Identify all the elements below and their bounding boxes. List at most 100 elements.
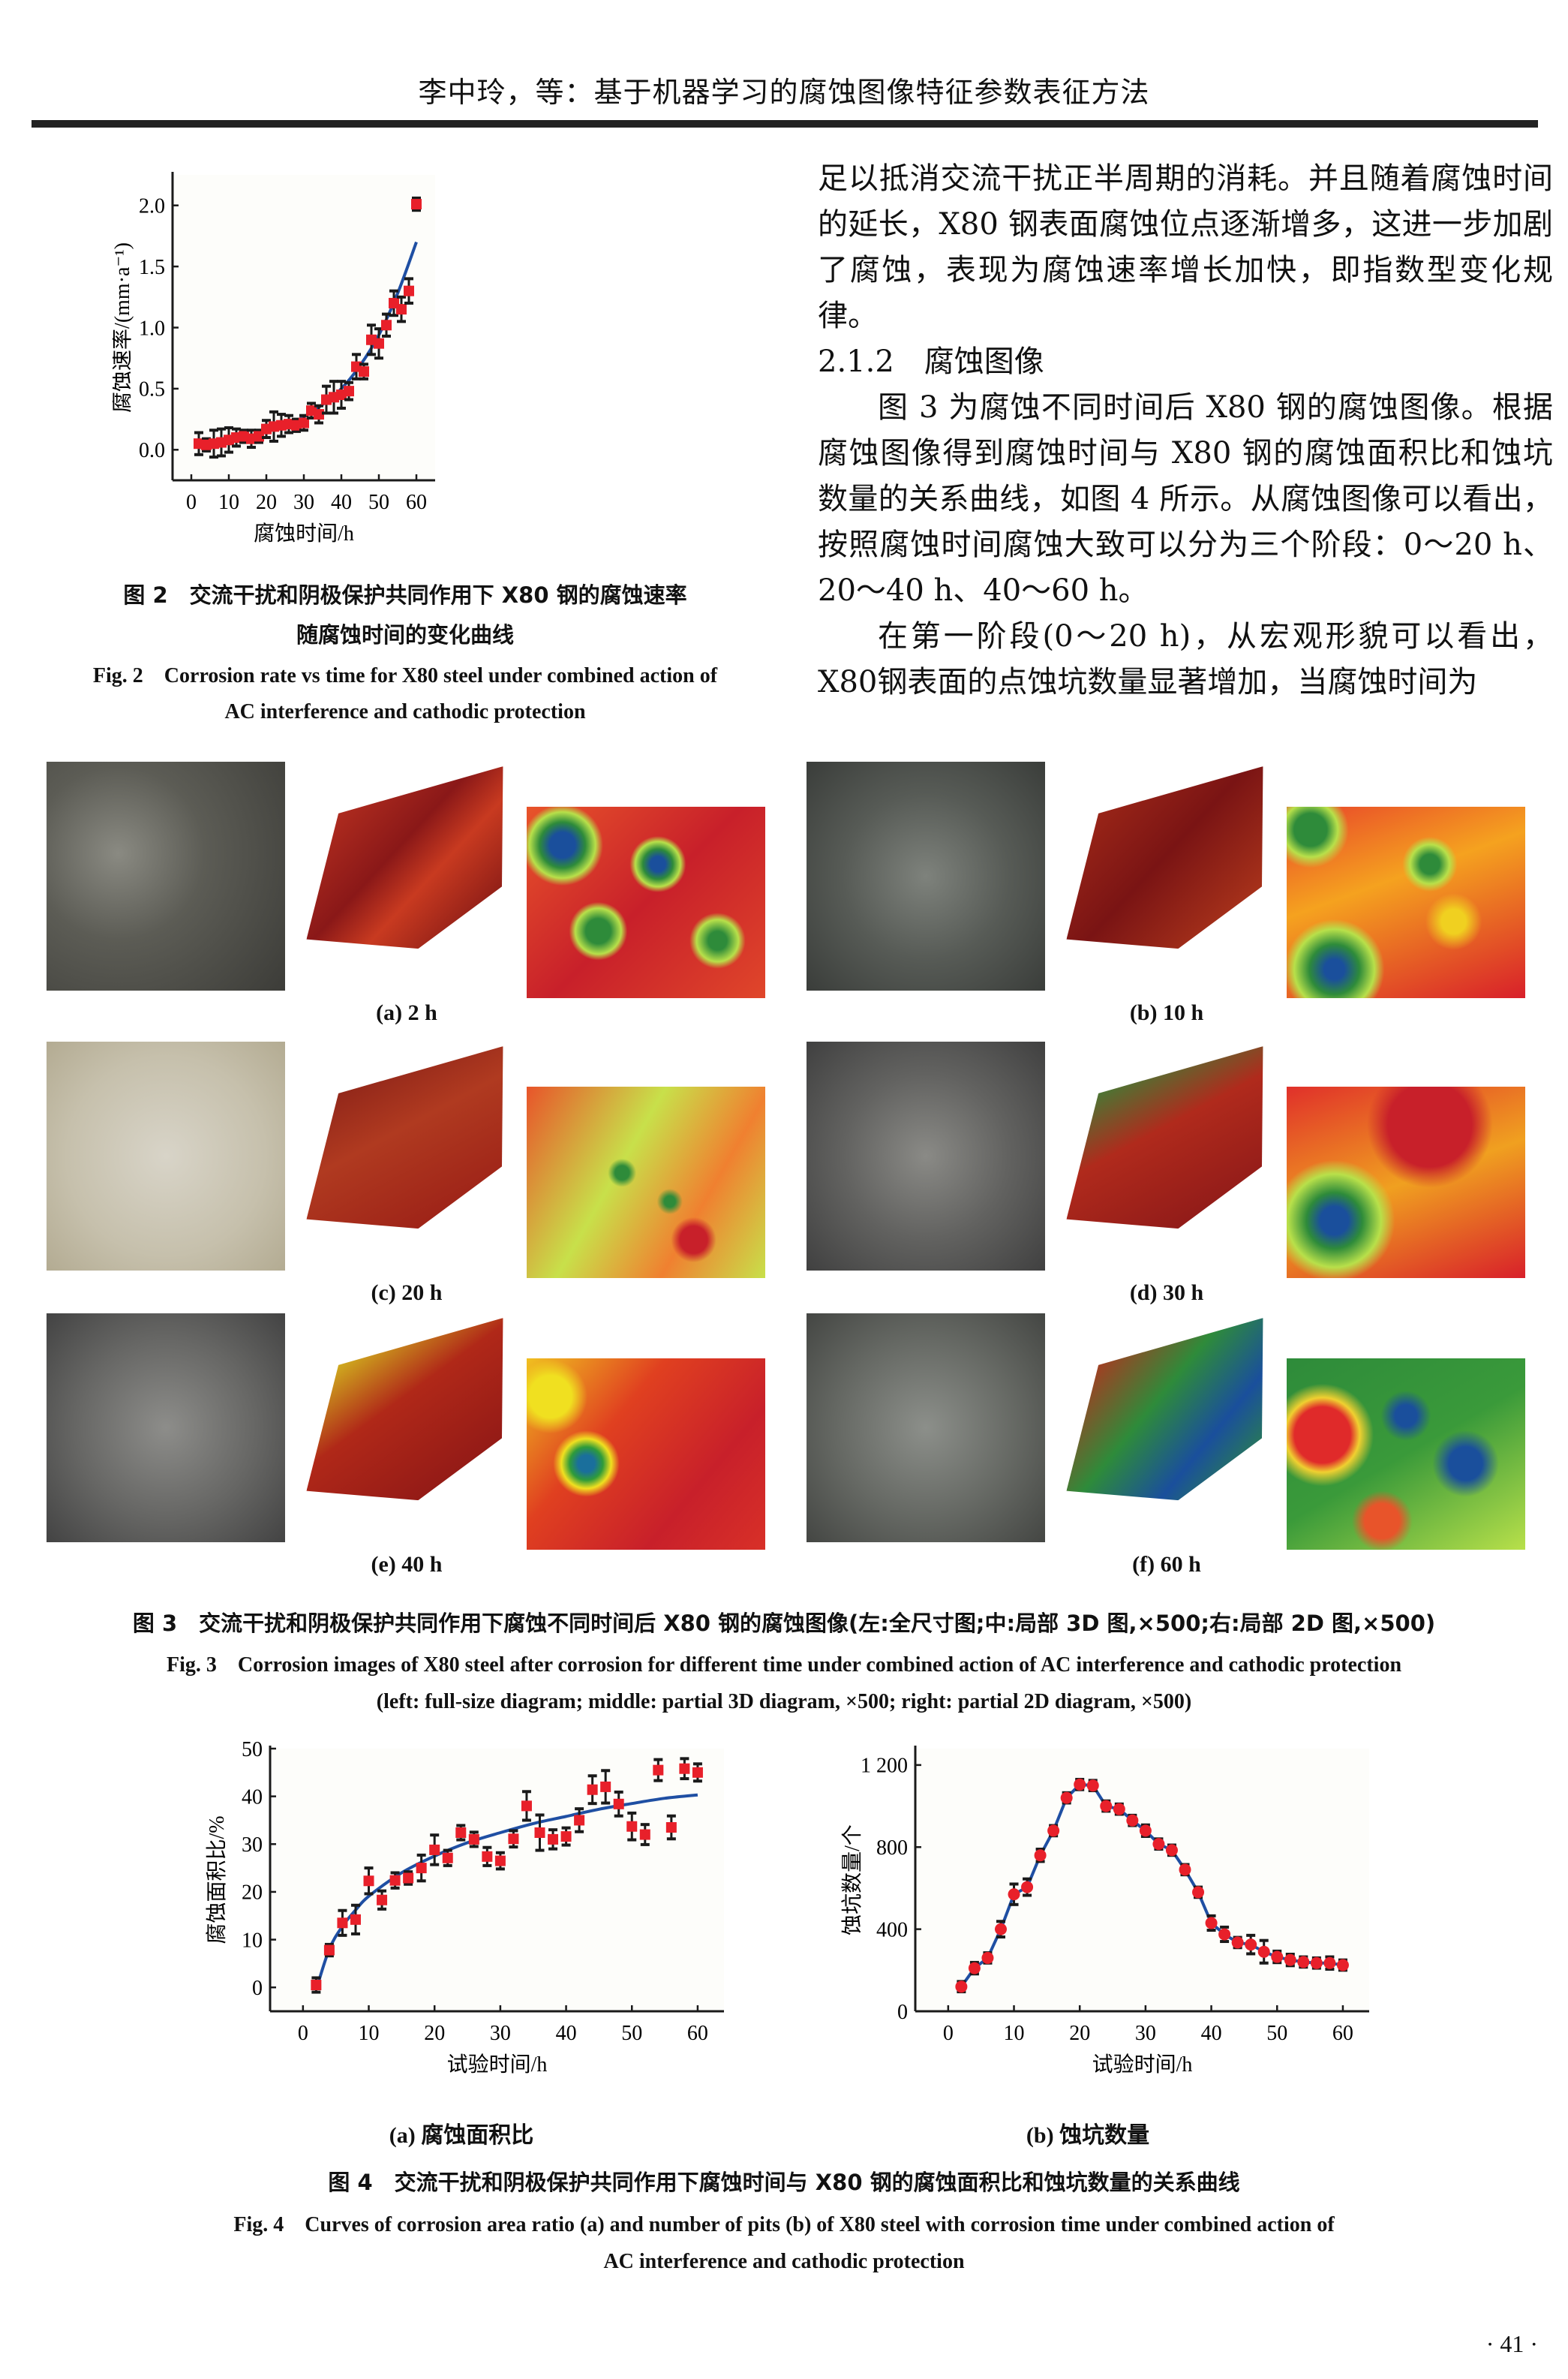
data-point — [455, 1827, 467, 1838]
plot-area — [173, 175, 435, 480]
fig2-chart: 0 10 20 30 40 50 60 0.0 0.5 1.0 1.5 2.0 腐蚀时间/h 腐蚀速率/(… — [113, 172, 435, 546]
data-point — [389, 1875, 401, 1886]
data-point — [653, 1764, 664, 1776]
data-point — [1231, 1936, 1244, 1949]
data-point — [679, 1763, 690, 1774]
x-tick-label: 20 — [424, 2022, 445, 2045]
fig2-caption-en-2: AC interference and cathodic protection — [224, 700, 586, 723]
y-tick-label: 1 200 — [861, 1755, 908, 1778]
section-heading: 2.1.2 腐蚀图像 — [818, 344, 1044, 379]
data-point — [955, 1980, 968, 1993]
data-point — [468, 1833, 479, 1845]
fig4-caption-en-2: AC interference and cathodic protection — [603, 2250, 965, 2273]
x-tick-label: 40 — [1201, 2022, 1222, 2045]
data-point — [1323, 1956, 1336, 1969]
x-tick-label: 0 — [186, 491, 197, 514]
data-point — [442, 1852, 453, 1863]
paragraph-1: 足以抵消交流干扰正半周期的消耗。并且随着腐蚀时间的延长，X80 钢表面腐蚀位点逐… — [818, 161, 1553, 333]
y-axis-label: 蚀坑数量/个 — [840, 1824, 864, 1935]
data-point — [323, 1944, 335, 1956]
data-point — [411, 199, 422, 210]
fig3-caption-en-2: (left: full-size diagram; middle: partia… — [376, 1690, 1192, 1713]
data-point — [1021, 1881, 1034, 1893]
x-tick-label: 10 — [1004, 2022, 1025, 2045]
data-point — [377, 1894, 388, 1905]
data-point — [311, 1980, 322, 1990]
2d-height-map — [1287, 807, 1525, 998]
data-point — [1152, 1838, 1165, 1851]
data-point — [1126, 1814, 1139, 1827]
data-point — [350, 1914, 361, 1925]
data-point — [1165, 1844, 1178, 1857]
y-tick-label: 0 — [252, 1977, 263, 2000]
fig3-panel-label: (e) 40 h — [371, 1552, 443, 1577]
data-point — [299, 417, 309, 429]
y-tick-label: 0.5 — [139, 378, 165, 402]
data-point — [1245, 1938, 1257, 1951]
3d-surface-plot — [302, 1043, 518, 1250]
x-tick-label: 0 — [943, 2022, 954, 2045]
x-tick-label: 60 — [687, 2022, 708, 2045]
fig3-panel-label: (f) 60 h — [1132, 1552, 1201, 1577]
data-point — [534, 1827, 545, 1838]
fig3-panel-label: (c) 20 h — [371, 1280, 443, 1305]
data-point — [482, 1851, 493, 1862]
data-point — [665, 1822, 677, 1833]
page-number: · 41 · — [1485, 2330, 1538, 2357]
data-point — [1192, 1886, 1205, 1899]
x-tick-label: 20 — [1069, 2022, 1090, 2045]
data-point — [374, 338, 384, 349]
data-point — [1271, 1950, 1284, 1963]
data-point — [416, 1863, 427, 1874]
y-tick-label: 400 — [876, 1918, 908, 1941]
3d-surface-plot — [1062, 1043, 1278, 1250]
2d-height-map — [527, 807, 765, 998]
data-point — [639, 1829, 650, 1840]
plot-area — [270, 1749, 724, 2011]
x-tick-label: 40 — [331, 491, 352, 514]
data-point — [429, 1844, 440, 1855]
y-tick-label: 0 — [897, 2001, 908, 2024]
fig4b-sublabel: (b) 蚀坑数量 — [1026, 2123, 1150, 2148]
x-axis-label: 腐蚀时间/h — [254, 522, 354, 546]
fig4-caption-en-1: Fig. 4 Curves of corrosion area ratio (a… — [233, 2213, 1335, 2236]
x-tick-label: 10 — [359, 2022, 380, 2045]
data-point — [521, 1800, 532, 1812]
plot-area — [915, 1749, 1369, 2011]
y-tick-label: 40 — [242, 1785, 263, 1809]
full-size-photo — [47, 762, 285, 991]
x-axis-label: 试验时间/h — [1092, 2053, 1193, 2077]
3d-surface-plot — [1062, 763, 1278, 970]
header-rule — [32, 120, 1538, 128]
y-axis-label: 腐蚀速率/(mm·a⁻¹) — [113, 242, 134, 413]
fig2-caption-en-1: Fig. 2 Corrosion rate vs time for X80 st… — [92, 664, 718, 687]
fig4a-sublabel: (a) 腐蚀面积比 — [389, 2123, 534, 2148]
data-point — [548, 1833, 559, 1845]
paragraph-3: 在第一阶段(0～20 h)，从宏观形貌可以看出，X80钢表面的点蚀坑数量显著增加… — [818, 619, 1553, 699]
data-point — [1060, 1791, 1073, 1804]
3d-surface-plot — [302, 1315, 518, 1521]
data-point — [1336, 1959, 1349, 1971]
x-tick-label: 50 — [368, 491, 389, 514]
x-tick-label: 10 — [218, 491, 239, 514]
data-point — [314, 409, 324, 420]
x-tick-label: 40 — [556, 2022, 577, 2045]
paragraph-2: 图 3 为腐蚀不同时间后 X80 钢的腐蚀图像。根据腐蚀图像得到腐蚀时间与 X8… — [818, 390, 1553, 608]
2d-height-map — [527, 1087, 765, 1278]
x-tick-label: 30 — [1135, 2022, 1156, 2045]
full-size-photo — [807, 762, 1045, 991]
data-point — [1086, 1779, 1099, 1792]
x-tick-label: 60 — [406, 491, 427, 514]
data-point — [1205, 1917, 1218, 1929]
x-tick-label: 50 — [1266, 2022, 1287, 2045]
data-point — [1047, 1824, 1060, 1837]
data-point — [560, 1831, 572, 1842]
full-size-photo — [807, 1042, 1045, 1271]
x-tick-label: 0 — [298, 2022, 308, 2045]
x-axis-label: 试验时间/h — [447, 2053, 548, 2077]
data-point — [344, 386, 354, 397]
data-point — [337, 1917, 348, 1929]
y-tick-label: 0.0 — [139, 439, 165, 462]
full-size-photo — [47, 1313, 285, 1542]
y-tick-label: 20 — [242, 1881, 263, 1905]
